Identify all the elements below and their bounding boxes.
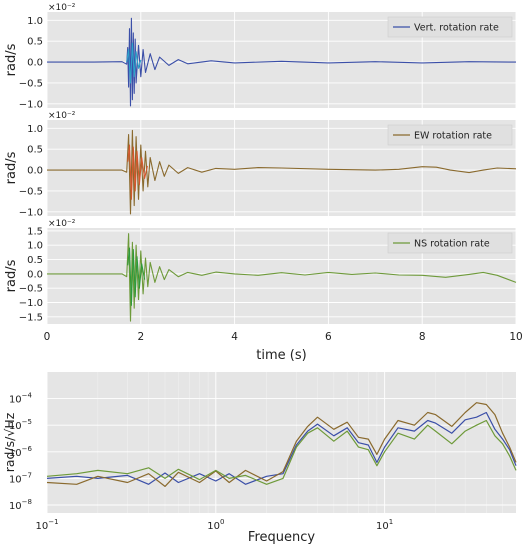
y-tick-label: 0.0 xyxy=(27,269,43,280)
y-tick-label-exponent: −7 xyxy=(22,471,32,479)
time-panel-3: −1.5 −1.0 −0.5 0.0 0.5 1.0 1.5 ×10⁻² rad/s NS rot… xyxy=(4,219,517,324)
series-line-2 xyxy=(126,42,142,84)
legend: NS rotation rate xyxy=(387,232,513,254)
y-tick-label: −1.0 xyxy=(19,207,43,218)
x-tick-label: 4 xyxy=(231,331,238,343)
scale-label: ×10⁻² xyxy=(48,219,76,229)
y-tick-label: −1.0 xyxy=(19,298,43,309)
x-tick-label: 8 xyxy=(419,331,426,343)
scale-label: ×10⁻² xyxy=(48,3,76,13)
legend-label: EW rotation rate xyxy=(414,131,492,142)
x-tick-label: 10−1 xyxy=(35,518,58,532)
y-tick-label: 0.5 xyxy=(27,37,43,48)
y-tick-label-base: 10 xyxy=(9,474,22,485)
x-tick-label-exponent: −1 xyxy=(48,518,58,526)
spectrum-series-2 xyxy=(46,402,517,487)
legend-box xyxy=(387,124,513,146)
y-tick-label: 1.0 xyxy=(27,241,43,252)
x-tick-label: 10 xyxy=(509,331,522,343)
y-tick-label: 0.5 xyxy=(27,255,43,266)
time-panel-2: −1.0 −0.5 0.0 0.5 1.0 ×10⁻² rad/s EW rotation r… xyxy=(4,111,517,218)
plot-background xyxy=(47,372,516,513)
spectrum-series-1 xyxy=(46,411,517,485)
y-tick-label-exponent: −4 xyxy=(22,392,33,400)
x-tick-label: 2 xyxy=(137,331,144,343)
y-axis-label: rad/s xyxy=(4,43,19,76)
y-axis-label: rad/s xyxy=(4,259,19,292)
y-tick-label-base: 10 xyxy=(9,395,22,406)
y-tick-label: −0.5 xyxy=(19,186,43,197)
y-tick-label: 10−8 xyxy=(9,498,32,512)
y-axis-label: rad/s/√Hz xyxy=(2,412,17,472)
series-line-2 xyxy=(127,144,148,200)
legend-label: NS rotation rate xyxy=(414,239,490,250)
y-tick-label-base: 10 xyxy=(9,421,22,432)
x-tick-label: 101 xyxy=(376,518,393,532)
y-tick-label: 1.0 xyxy=(27,16,43,27)
legend-box xyxy=(387,232,513,254)
legend: EW rotation rate xyxy=(387,124,513,146)
y-tick-label-exponent: −6 xyxy=(22,445,33,453)
y-tick-label: 10−7 xyxy=(9,471,32,485)
y-tick-label-base: 10 xyxy=(9,501,22,512)
scale-label: ×10⁻² xyxy=(48,111,76,121)
series-line-2 xyxy=(127,247,146,306)
x-axis-label: Frequency xyxy=(248,530,315,545)
x-tick-label-exponent: 0 xyxy=(220,518,224,526)
legend-box xyxy=(387,16,513,38)
time-panel-1: −1.0 −0.5 0.0 0.5 1.0 ×10⁻² rad/s Vert. rotatio… xyxy=(4,3,517,110)
x-tick-label-exponent: 1 xyxy=(389,518,393,526)
legend-label: Vert. rotation rate xyxy=(414,23,499,34)
x-tick-label-base: 10 xyxy=(207,521,220,532)
y-tick-label: −1.5 xyxy=(19,312,43,323)
x-axis-label: time (s) xyxy=(256,348,306,363)
y-tick-label: 10−4 xyxy=(9,392,33,406)
series-line-1 xyxy=(47,233,517,322)
time-x-axis: 0 2 4 6 8 10 time (s) xyxy=(44,331,523,363)
y-tick-label: 0.5 xyxy=(27,145,43,156)
y-tick-label: 1.0 xyxy=(27,124,43,135)
y-tick-label: −0.5 xyxy=(19,284,43,295)
series-line-1 xyxy=(47,129,517,215)
x-tick-label: 0 xyxy=(44,331,51,343)
x-tick-label: 6 xyxy=(325,331,332,343)
x-tick-label-base: 10 xyxy=(376,521,389,532)
x-tick-label-base: 10 xyxy=(35,521,48,532)
y-tick-label: 1.5 xyxy=(27,226,43,237)
y-tick-label-exponent: −8 xyxy=(22,498,32,506)
legend: Vert. rotation rate xyxy=(387,16,513,38)
series-line-1 xyxy=(47,17,517,107)
y-tick-label: 0.0 xyxy=(27,166,43,177)
y-tick-label: 10−6 xyxy=(9,445,33,459)
y-tick-label: 0.0 xyxy=(27,58,43,69)
y-axis-label: rad/s xyxy=(4,151,19,184)
y-tick-label-base: 10 xyxy=(9,448,22,459)
x-tick-label: 100 xyxy=(207,518,224,532)
y-tick-label: −1.0 xyxy=(19,99,43,110)
y-tick-label: 10−5 xyxy=(9,418,32,432)
y-tick-label-exponent: −5 xyxy=(22,418,32,426)
y-tick-label: −0.5 xyxy=(19,78,43,89)
spectrum-series-3 xyxy=(46,419,517,485)
spectrum-panel: 10−1 100 10110−810−710−610−510−4rad/s/√HzF… xyxy=(2,372,517,545)
